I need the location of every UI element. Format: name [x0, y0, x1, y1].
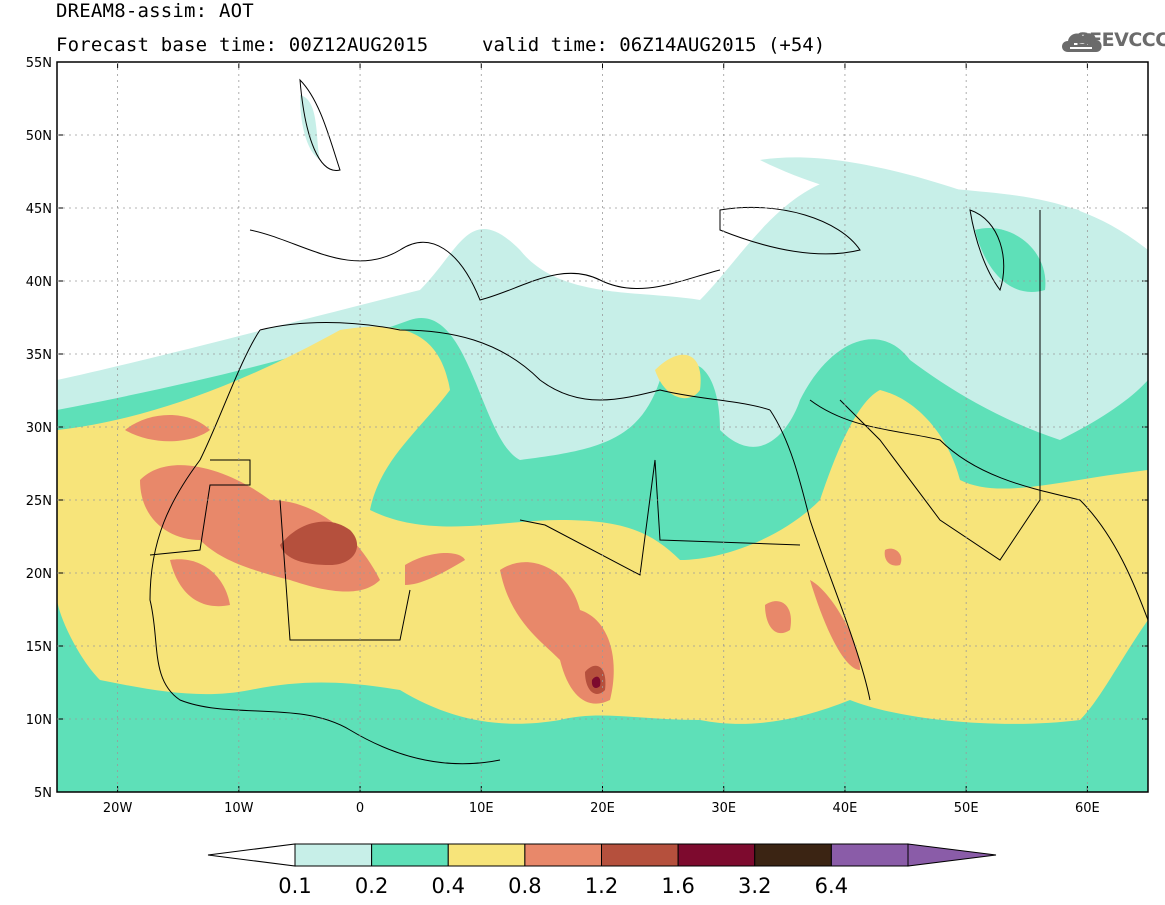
- coast-europe: [249, 229, 721, 301]
- lon-label: 20E: [590, 801, 615, 816]
- base-time-label: Forecast base time: 00Z12AUG2015: [56, 34, 429, 56]
- lon-label: 10W: [224, 801, 254, 816]
- logo-text: SEEVCCC: [1076, 29, 1165, 51]
- lon-label: 20W: [103, 801, 133, 816]
- border-libya-chad: [519, 459, 801, 576]
- border-sahara: [149, 459, 251, 556]
- lat-label: 45N: [26, 202, 52, 217]
- colorbar-label: 1.2: [585, 874, 618, 898]
- aot-patch-arabia: [884, 548, 902, 566]
- colorbar-high-arrow: [907, 843, 997, 867]
- coast-arabia: [809, 399, 1148, 621]
- colorbar-swatch: [524, 843, 602, 867]
- lat-label: 55N: [26, 56, 52, 71]
- lon-label: 10E: [469, 801, 494, 816]
- lon-labels: 20W 10W 0 10E 20E 30E 40E 50E 60E: [103, 801, 1100, 816]
- colorbar-swatch: [294, 843, 373, 867]
- lat-label: 50N: [26, 129, 52, 144]
- colorbar-label: 0.2: [355, 874, 388, 898]
- map-title: DREAM8-assim: AOT: [56, 0, 254, 22]
- colorbar-label: 3.2: [738, 874, 771, 898]
- colorbar-low-arrow: [207, 843, 296, 867]
- aot-patch-sudan: [765, 601, 791, 634]
- lon-label: 40E: [833, 801, 858, 816]
- aot-patch-east: [760, 157, 1080, 231]
- colorbar-swatch: [601, 843, 679, 867]
- border-algeria-mali: [279, 499, 411, 641]
- colorbar-swatch: [447, 843, 526, 867]
- lat-label: 35N: [26, 348, 52, 363]
- aot-patch-eritrea: [810, 580, 860, 670]
- colorbar-swatch: [677, 843, 756, 867]
- coastlines: [149, 78, 1148, 765]
- lat-label: 30N: [26, 421, 52, 436]
- axis-ticks: [57, 61, 1148, 793]
- aot-band-1.2: [280, 521, 358, 565]
- lat-label: 40N: [26, 275, 52, 290]
- aot-patch-north: [300, 95, 320, 160]
- border-arabia: [839, 210, 1041, 561]
- cloud-logo-icon: [1062, 33, 1102, 52]
- lat-label: 25N: [26, 494, 52, 509]
- lat-label: 20N: [26, 567, 52, 582]
- coast-west-africa: [149, 329, 501, 765]
- colorbar-swatch: [371, 843, 449, 867]
- lon-label: 50E: [954, 801, 979, 816]
- colorbar-swatch: [754, 843, 832, 867]
- lon-label: 30E: [711, 801, 736, 816]
- coast-britain: [299, 78, 341, 171]
- aot-patch-mali: [170, 559, 230, 607]
- aot-patch-caspian: [975, 228, 1046, 292]
- aot-patch-chad: [500, 562, 614, 704]
- colorbar: 0.1 0.2 0.4 0.8 1.2 1.6 3.2 6.4: [207, 843, 997, 898]
- colorbar-label: 6.4: [815, 874, 848, 898]
- colorbar-label: 0.4: [432, 874, 465, 898]
- lat-label: 10N: [26, 713, 52, 728]
- coast-north-africa: [259, 322, 771, 411]
- colorbar-label: 0.1: [278, 874, 311, 898]
- colorbar-swatch: [830, 843, 909, 867]
- lat-labels: 55N 50N 45N 40N 35N 30N 25N 20N 15N 10N 5N: [26, 56, 52, 801]
- lat-label: 15N: [26, 640, 52, 655]
- colorbar-label: 0.8: [508, 874, 541, 898]
- aot-patch-niger: [405, 553, 465, 585]
- valid-time-label: valid time: 06Z14AUG2015 (+54): [482, 34, 826, 56]
- coast-black-sea: [719, 206, 861, 255]
- aot-patch-nw: [125, 415, 210, 442]
- lon-label: 0: [356, 801, 364, 816]
- aot-band-1.6: [591, 676, 601, 688]
- colorbar-label: 1.6: [661, 874, 694, 898]
- coast-nile-red-sea: [769, 409, 871, 701]
- lon-label: 60E: [1075, 801, 1100, 816]
- coast-caspian: [969, 209, 1005, 292]
- lat-label: 5N: [34, 786, 52, 801]
- aot-patch-libya: [655, 354, 701, 399]
